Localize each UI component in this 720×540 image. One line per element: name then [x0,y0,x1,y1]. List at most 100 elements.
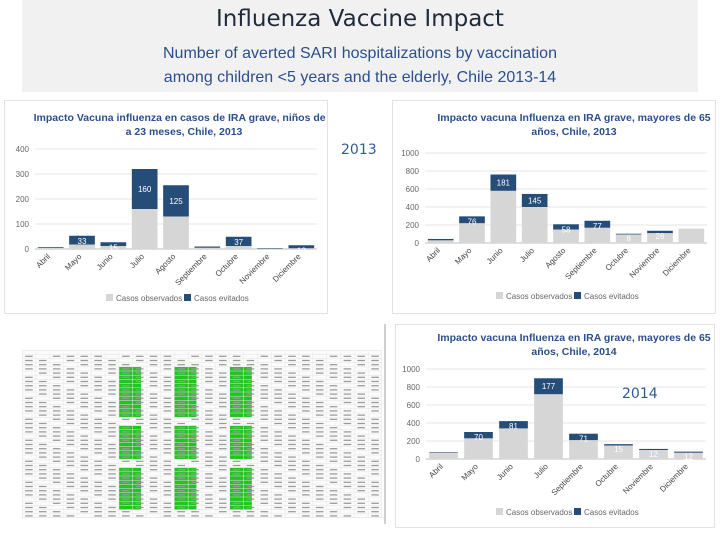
sheet-cell-text [80,490,89,492]
sheet-cell-text [25,443,33,446]
sheet-cell-text [315,372,324,374]
sheet-cell-text [232,380,241,383]
bar-observed [464,438,493,459]
data-label: 77 [593,222,602,231]
sheet-cell-text [357,439,366,441]
y-tick-label: 800 [406,167,420,176]
sheet-cell-text [288,502,296,504]
category-label: Noviembre [621,462,655,496]
sheet-cell-text [205,502,213,504]
sheet-cell-text [122,439,130,441]
sheet-cell-text [329,427,338,429]
sheet-cell-text [94,385,102,387]
sheet-cell-text [343,418,352,420]
sheet-cell-text [94,443,102,446]
sheet-cell-text [218,372,227,374]
sheet-cell-text [315,406,324,408]
sheet-cell-text [52,511,61,513]
sheet-cell-text [108,515,116,517]
sheet-cell-text [135,389,144,391]
bar-observed [194,247,221,249]
sheet-cell-text [149,511,158,513]
sheet-cell-text [25,452,33,454]
sheet-cell-text [108,473,116,475]
sheet-cell-text [246,452,255,454]
sheet-cell-text [149,498,158,500]
sheet-cell-text [135,414,144,416]
bar-observed [131,209,158,249]
sheet-cell-text [149,506,158,509]
sheet-cell-text [108,414,116,416]
sheet-cell-text [371,485,379,488]
sheet-cell-text [25,481,33,483]
sheet-cell-text [80,443,89,446]
bar-observed [553,229,579,243]
sheet-cell-text [177,515,186,517]
sheet-cell-text [25,427,33,429]
sheet-cell-text [232,418,241,420]
sheet-cell-text [218,364,227,366]
sheet-cell-text [288,477,296,479]
sheet-cell-text [122,490,130,492]
sheet-cell-text [288,460,296,462]
sheet-cell-text [274,443,282,446]
sheet-cell-text [177,410,186,412]
sheet-cell-text [274,376,282,378]
sheet-cell-text [357,422,366,425]
sheet-cell-text [191,368,199,370]
sheet-cell-text [135,477,144,479]
sheet-cell-text [66,473,75,475]
sheet-cell-text [25,376,33,378]
sheet-cell-text [108,464,116,467]
sheet-cell-text [135,372,144,374]
sheet-cell-text [232,481,241,483]
sheet-cell-text [205,515,213,517]
sheet-cell-text [163,494,172,496]
sheet-cell-text [274,414,282,416]
sheet-cell-text [357,418,366,420]
sheet-cell-text [371,439,379,441]
sheet-cell-text [246,448,255,450]
sheet-cell-text [163,410,172,412]
sheet-cell-text [371,359,379,362]
sheet-cell-text [122,477,130,479]
sheet-cell-text [52,456,61,458]
sheet-cell-text [343,359,352,362]
sheet-cell-text [25,448,33,450]
sheet-cell-text [177,414,186,416]
sheet-cell-text [191,452,199,454]
sheet-cell-text [288,506,296,509]
sheet-cell-text [315,473,324,475]
sheet-cell-text [232,473,241,475]
sheet-cell-text [218,498,227,500]
sheet-cell-text [315,435,324,437]
sheet-cell-text [288,376,296,378]
sheet-cell-text [163,448,172,450]
sheet-cell-text [232,490,241,492]
sheet-cell-text [343,401,352,404]
sheet-cell-text [357,498,366,500]
sheet-cell-text [66,393,75,395]
sheet-cell-text [94,439,102,441]
sheet-cell-text [218,506,227,509]
sheet-cell-text [108,448,116,450]
sheet-cell-text [371,364,379,366]
bar-averted [37,247,64,248]
sheet-cell-text [205,506,213,509]
sheet-cell-text [218,456,227,458]
sheet-cell-text [288,372,296,374]
sheet-cell-text [149,448,158,450]
sheet-cell-text [260,406,269,408]
sheet-cell-text [232,464,241,467]
sheet-cell-text [232,469,241,471]
sheet-cell-text [357,502,366,504]
sheet-cell-text [246,435,255,437]
sheet-cell-text [38,494,47,496]
sheet-cell-text [232,427,241,429]
sheet-cell-text [205,372,213,374]
sheet-cell-text [38,406,47,408]
sheet-cell-text [302,431,310,433]
chart-elderly-2014: Impacto vacuna Influenza en IRA grave, m… [402,332,711,517]
sheet-cell-text [246,414,255,416]
sheet-cell-text [371,418,379,420]
